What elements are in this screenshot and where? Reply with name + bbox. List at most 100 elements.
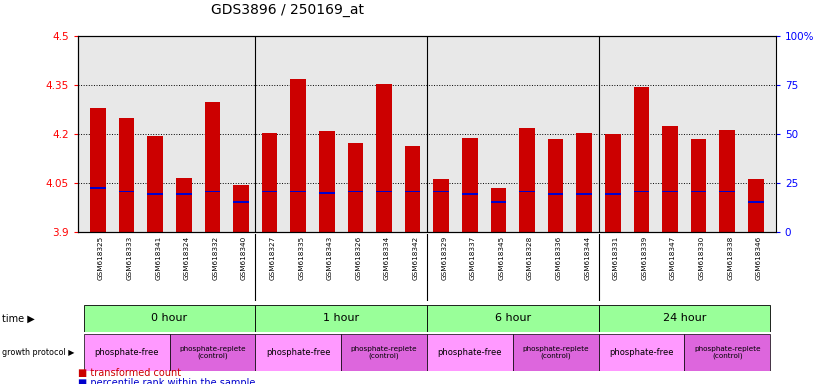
Bar bbox=[690, 139, 707, 232]
Text: GSM618342: GSM618342 bbox=[413, 236, 419, 280]
Bar bbox=[376, 190, 392, 192]
Bar bbox=[719, 190, 735, 192]
Bar bbox=[519, 128, 535, 232]
Text: GSM618329: GSM618329 bbox=[441, 236, 447, 280]
Text: GSM618345: GSM618345 bbox=[498, 236, 504, 280]
Bar bbox=[634, 190, 649, 192]
Bar bbox=[462, 193, 478, 195]
Text: phosphate-free: phosphate-free bbox=[609, 348, 674, 357]
Bar bbox=[427, 305, 599, 332]
Text: 1 hour: 1 hour bbox=[323, 313, 359, 323]
Text: GSM618330: GSM618330 bbox=[699, 236, 704, 280]
Text: GSM618335: GSM618335 bbox=[298, 236, 305, 280]
Bar bbox=[519, 190, 535, 192]
Text: GSM618333: GSM618333 bbox=[126, 236, 133, 280]
Bar bbox=[204, 190, 220, 192]
Text: GSM618339: GSM618339 bbox=[641, 236, 648, 280]
Text: GSM618331: GSM618331 bbox=[612, 236, 619, 280]
Bar bbox=[291, 79, 306, 232]
Bar bbox=[663, 190, 678, 192]
Bar bbox=[376, 84, 392, 232]
Text: GDS3896 / 250169_at: GDS3896 / 250169_at bbox=[211, 3, 364, 17]
Bar bbox=[147, 193, 163, 195]
Bar bbox=[576, 133, 592, 232]
Bar bbox=[685, 334, 770, 371]
Text: 0 hour: 0 hour bbox=[151, 313, 187, 323]
Bar bbox=[84, 334, 169, 371]
Bar bbox=[690, 190, 707, 192]
Bar bbox=[341, 334, 427, 371]
Bar bbox=[433, 190, 449, 192]
Text: phosphate-replete
(control): phosphate-replete (control) bbox=[522, 346, 589, 359]
Bar bbox=[233, 201, 249, 203]
Text: GSM618344: GSM618344 bbox=[585, 236, 590, 280]
Text: GSM618337: GSM618337 bbox=[470, 236, 476, 280]
Bar bbox=[319, 131, 335, 232]
Bar bbox=[347, 190, 363, 192]
Text: GSM618328: GSM618328 bbox=[527, 236, 533, 280]
Text: GSM618334: GSM618334 bbox=[384, 236, 390, 280]
Text: GSM618346: GSM618346 bbox=[756, 236, 762, 280]
Bar bbox=[599, 334, 685, 371]
Bar bbox=[748, 179, 764, 232]
Bar bbox=[84, 305, 255, 332]
Bar bbox=[319, 192, 335, 194]
Bar bbox=[427, 334, 513, 371]
Bar bbox=[513, 334, 599, 371]
Bar bbox=[147, 136, 163, 232]
Bar bbox=[576, 193, 592, 195]
Bar bbox=[599, 305, 770, 332]
Text: phosphate-free: phosphate-free bbox=[94, 348, 159, 357]
Text: GSM618338: GSM618338 bbox=[727, 236, 733, 280]
Bar bbox=[605, 134, 621, 232]
Bar bbox=[462, 137, 478, 232]
Bar bbox=[176, 193, 191, 195]
Text: phosphate-replete
(control): phosphate-replete (control) bbox=[694, 346, 760, 359]
Text: growth protocol ▶: growth protocol ▶ bbox=[2, 348, 74, 357]
Text: ■ transformed count: ■ transformed count bbox=[78, 368, 181, 378]
Text: GSM618332: GSM618332 bbox=[213, 236, 218, 280]
Text: 6 hour: 6 hour bbox=[495, 313, 531, 323]
Text: GSM618325: GSM618325 bbox=[98, 236, 104, 280]
Text: phosphate-free: phosphate-free bbox=[438, 348, 502, 357]
Bar bbox=[119, 190, 135, 192]
Bar bbox=[119, 118, 135, 232]
Bar bbox=[405, 146, 420, 232]
Bar bbox=[262, 190, 277, 192]
Bar bbox=[548, 193, 563, 195]
Text: GSM618324: GSM618324 bbox=[184, 236, 190, 280]
Bar bbox=[605, 193, 621, 195]
Bar bbox=[90, 187, 106, 189]
Text: GSM618326: GSM618326 bbox=[355, 236, 361, 280]
Bar bbox=[204, 102, 220, 232]
Text: time ▶: time ▶ bbox=[2, 313, 34, 323]
Text: GSM618341: GSM618341 bbox=[155, 236, 161, 280]
Text: GSM618340: GSM618340 bbox=[241, 236, 247, 280]
Bar bbox=[491, 188, 507, 232]
Text: GSM618327: GSM618327 bbox=[269, 236, 276, 280]
Bar bbox=[169, 334, 255, 371]
Bar bbox=[262, 133, 277, 232]
Text: phosphate-replete
(control): phosphate-replete (control) bbox=[179, 346, 245, 359]
Bar bbox=[634, 87, 649, 232]
Text: GSM618347: GSM618347 bbox=[670, 236, 676, 280]
Bar bbox=[748, 201, 764, 203]
Bar bbox=[347, 142, 363, 232]
Bar bbox=[719, 129, 735, 232]
Bar bbox=[433, 179, 449, 232]
Text: 24 hour: 24 hour bbox=[663, 313, 706, 323]
Text: GSM618343: GSM618343 bbox=[327, 236, 333, 280]
Text: ■ percentile rank within the sample: ■ percentile rank within the sample bbox=[78, 378, 255, 384]
Text: phosphate-replete
(control): phosphate-replete (control) bbox=[351, 346, 417, 359]
Bar bbox=[491, 201, 507, 203]
Text: GSM618336: GSM618336 bbox=[556, 236, 562, 280]
Bar bbox=[176, 179, 191, 232]
Bar bbox=[233, 185, 249, 232]
Bar bbox=[548, 139, 563, 232]
Text: phosphate-free: phosphate-free bbox=[266, 348, 331, 357]
Bar bbox=[291, 190, 306, 192]
Bar bbox=[90, 108, 106, 232]
Bar bbox=[255, 305, 427, 332]
Bar bbox=[405, 190, 420, 192]
Bar bbox=[255, 334, 341, 371]
